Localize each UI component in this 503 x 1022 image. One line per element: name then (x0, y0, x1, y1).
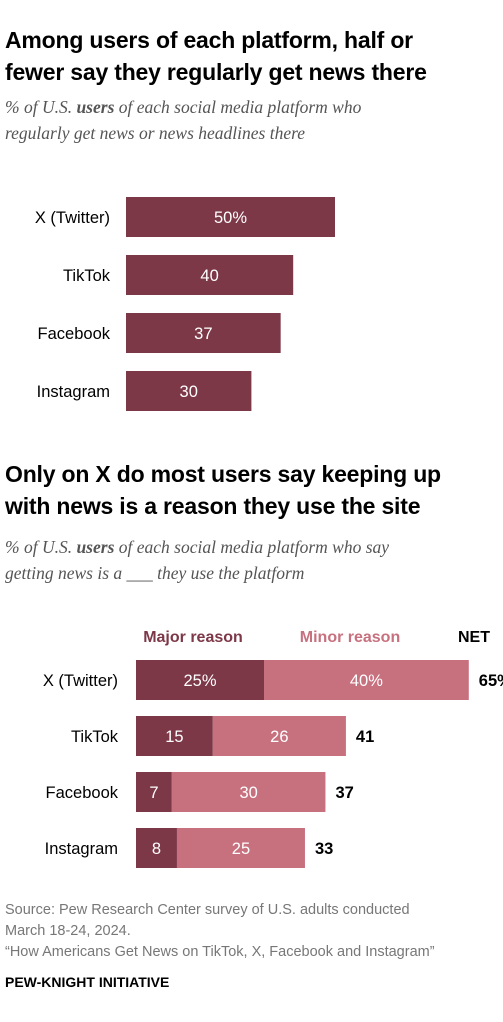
legend-major-reason: Major reason (143, 629, 243, 646)
major-reason-value-facebook: 7 (149, 784, 158, 802)
brand-label: PEW-KNIGHT INITIATIVE (5, 974, 170, 990)
chart1-bar-x-twitter (126, 197, 335, 237)
chart2-subtitle-post: of each social media platform who say (114, 537, 390, 557)
major-reason-value-tiktok: 15 (165, 728, 183, 746)
net-value-facebook: 37 (335, 784, 353, 802)
source-line2: March 18-24, 2024. (5, 923, 131, 939)
chart1-subtitle-bold: users (76, 97, 115, 117)
chart1-title-line2: fewer say they regularly get news there (5, 59, 427, 85)
chart1-value-label-facebook: 37 (194, 325, 212, 343)
chart1-category-label-instagram: Instagram (37, 383, 110, 401)
minor-reason-bar-x-twitter (264, 660, 469, 700)
chart1-value-label-x-twitter: 50% (214, 209, 247, 227)
minor-reason-bar-tiktok (212, 716, 346, 756)
major-reason-bar-x-twitter (136, 660, 264, 700)
chart2-title: Only on X do most users say keeping up w… (5, 458, 500, 522)
chart2-title-line1: Only on X do most users say keeping up (5, 461, 441, 487)
chart1-category-label-x-twitter: X (Twitter) (35, 209, 110, 227)
major-reason-value-x-twitter: 25% (183, 672, 216, 690)
chart1-bar-chart: X (Twitter) 50% TikTok 40 Facebook 37 Instagra… (35, 197, 335, 411)
chart1-value-label-tiktok: 40 (200, 267, 218, 285)
chart1-subtitle: % of U.S. users of each social media pla… (5, 94, 495, 146)
minor-reason-bar-instagram (176, 828, 305, 868)
chart2-subtitle: % of U.S. users of each social media pla… (5, 534, 495, 586)
chart1-category-label-facebook: Facebook (38, 325, 111, 343)
minor-reason-value-tiktok: 26 (270, 728, 288, 746)
chart2-category-label-facebook: Facebook (46, 784, 119, 802)
net-value-tiktok: 41 (356, 728, 374, 746)
chart2-stacked-bar-chart: Major reason Minor reason NET X (Twitter) 25… (43, 629, 503, 868)
chart1-bar-facebook (126, 313, 281, 353)
source-line1: Source: Pew Research Center survey of U.… (5, 902, 410, 918)
chart1-bar-instagram (126, 371, 252, 411)
chart1-subtitle-post: of each social media platform who (114, 97, 362, 117)
net-value-x-twitter: 65% (479, 672, 503, 690)
chart1-bar-tiktok (126, 255, 294, 295)
minor-reason-bar-facebook (171, 772, 326, 812)
chart2-category-label-x-twitter: X (Twitter) (43, 672, 118, 690)
source-note: Source: Pew Research Center survey of U.… (5, 900, 495, 963)
net-value-instagram: 33 (315, 840, 333, 858)
chart2-subtitle-line2: getting news is a ___ they use the platf… (5, 563, 305, 583)
chart1-title: Among users of each platform, half or fe… (5, 24, 500, 88)
chart1-value-label-instagram: 30 (180, 383, 198, 401)
report-title: “How Americans Get News on TikTok, X, Fa… (5, 944, 435, 960)
chart2-subtitle-bold: users (76, 537, 115, 557)
chart2-title-line2: with news is a reason they use the site (5, 493, 421, 519)
minor-reason-value-instagram: 25 (232, 840, 250, 858)
net-header: NET (458, 629, 490, 646)
major-reason-bar-tiktok (136, 716, 213, 756)
chart1-category-label-tiktok: TikTok (63, 267, 111, 285)
chart1-subtitle-line2: regularly get news or news headlines the… (5, 123, 306, 143)
chart2-subtitle-pre: % of U.S. (5, 537, 77, 557)
chart1-subtitle-pre: % of U.S. (5, 97, 77, 117)
major-reason-bar-instagram (136, 828, 177, 868)
minor-reason-value-x-twitter: 40% (350, 672, 383, 690)
chart2-category-label-instagram: Instagram (45, 840, 118, 858)
legend-minor-reason: Minor reason (300, 629, 400, 646)
chart2-category-label-tiktok: TikTok (71, 728, 119, 746)
chart1-title-line1: Among users of each platform, half or (5, 27, 413, 53)
major-reason-value-instagram: 8 (152, 840, 161, 858)
major-reason-bar-facebook (136, 772, 172, 812)
minor-reason-value-facebook: 30 (239, 784, 257, 802)
